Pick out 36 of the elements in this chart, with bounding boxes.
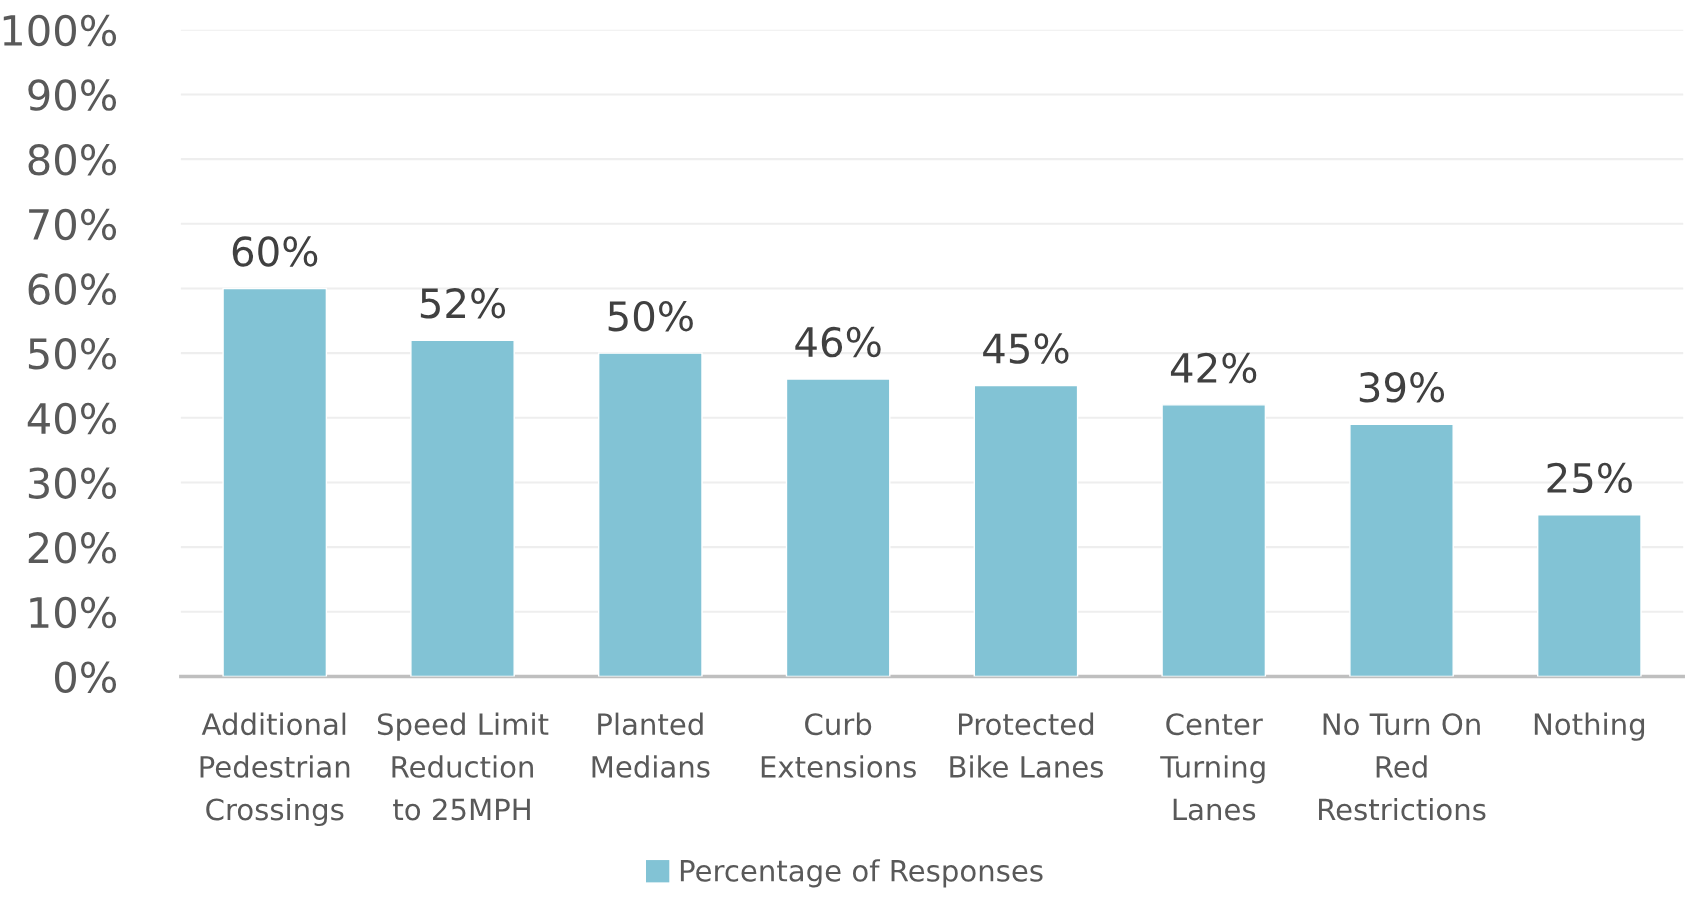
y-tick-label: 100% [3,14,117,47]
bar [222,287,328,677]
bar [1536,514,1642,677]
bar [785,378,891,677]
y-tick-label: 70% [29,208,117,241]
x-tick-label: Center Turning Lanes [1160,713,1265,821]
y-tick-label: 10% [30,596,117,629]
bar [1161,404,1267,677]
data-label: 46% [795,326,881,358]
data-label: 60% [232,236,318,267]
bar [1349,423,1454,677]
y-tick-label: 50% [28,338,117,370]
x-tick-label: Additional Pedestrian Crossings [200,712,350,827]
bar [410,339,515,677]
bar [597,352,703,677]
x-tick-label: Protected Bike Lanes [950,712,1103,778]
data-label: 25% [1547,462,1632,494]
y-tick-label: 0% [54,661,117,693]
y-tick-label: 20% [28,532,117,564]
data-label: 39% [1359,372,1445,403]
x-tick-label: Planted Medians [592,712,710,778]
y-tick-label: 40% [27,402,117,435]
x-tick-label: Curb Extensions [761,712,916,778]
x-tick-label: No Turn On Red Restrictions [1319,713,1486,821]
y-tick-label: 60% [28,273,117,305]
data-label: 52% [420,288,506,319]
y-tick-label: 80% [28,144,117,176]
data-label: 42% [1170,352,1257,384]
data-label: 45% [983,333,1069,364]
x-tick-label: Nothing [1534,712,1645,741]
y-tick-label: 30% [28,467,117,499]
bar [973,384,1079,677]
legend-label: Percentage of Responses [680,859,1043,888]
y-tick-label: 90% [28,79,117,111]
x-tick-label: Speed Limit Reduction to 25MPH [377,712,549,821]
data-label: 50% [608,300,693,332]
